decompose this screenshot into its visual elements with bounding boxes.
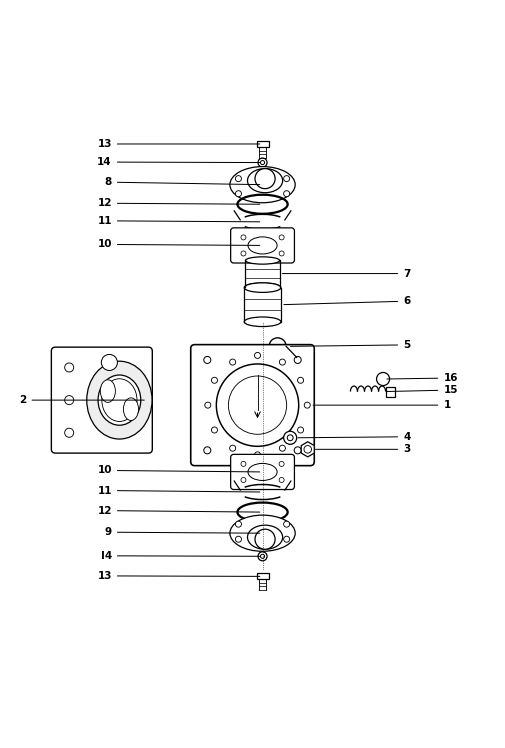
- Circle shape: [255, 529, 275, 549]
- Text: 6: 6: [284, 296, 411, 306]
- Circle shape: [284, 191, 290, 197]
- Circle shape: [235, 536, 241, 542]
- Ellipse shape: [100, 380, 116, 402]
- Circle shape: [294, 357, 301, 364]
- Circle shape: [212, 427, 218, 433]
- Circle shape: [216, 364, 298, 447]
- FancyBboxPatch shape: [52, 347, 153, 453]
- Circle shape: [241, 235, 246, 240]
- Ellipse shape: [248, 237, 277, 254]
- Circle shape: [304, 402, 310, 408]
- Circle shape: [258, 158, 267, 167]
- Text: 7: 7: [282, 269, 411, 278]
- Text: I4: I4: [100, 551, 260, 561]
- Circle shape: [284, 536, 290, 542]
- Circle shape: [65, 429, 74, 438]
- Text: 15: 15: [387, 385, 458, 395]
- Circle shape: [304, 446, 312, 453]
- Ellipse shape: [123, 398, 138, 420]
- Circle shape: [297, 427, 304, 433]
- Circle shape: [230, 359, 236, 365]
- Text: 1: 1: [313, 400, 450, 410]
- Circle shape: [279, 251, 284, 256]
- Ellipse shape: [245, 257, 280, 264]
- Circle shape: [241, 462, 246, 467]
- Circle shape: [241, 477, 246, 482]
- Text: 11: 11: [97, 485, 260, 495]
- Polygon shape: [301, 442, 314, 457]
- Circle shape: [377, 373, 389, 385]
- Circle shape: [284, 521, 290, 527]
- Circle shape: [279, 359, 285, 365]
- Circle shape: [258, 552, 267, 561]
- FancyBboxPatch shape: [191, 345, 314, 466]
- Text: 12: 12: [97, 198, 260, 208]
- Bar: [386, 387, 394, 396]
- Text: 13: 13: [97, 571, 260, 581]
- Text: 13: 13: [97, 139, 260, 149]
- Circle shape: [241, 251, 246, 256]
- Circle shape: [294, 447, 301, 454]
- Circle shape: [235, 191, 241, 197]
- Circle shape: [255, 452, 261, 458]
- Ellipse shape: [244, 283, 281, 292]
- Ellipse shape: [247, 525, 283, 549]
- Text: 5: 5: [290, 340, 411, 350]
- Ellipse shape: [87, 361, 152, 439]
- FancyBboxPatch shape: [231, 454, 294, 489]
- Circle shape: [205, 402, 211, 408]
- Circle shape: [255, 168, 275, 188]
- Circle shape: [255, 352, 261, 358]
- Text: 16: 16: [387, 373, 458, 383]
- Circle shape: [284, 432, 297, 444]
- Circle shape: [212, 377, 218, 383]
- Circle shape: [204, 357, 211, 364]
- Circle shape: [297, 377, 304, 383]
- Text: 3: 3: [316, 444, 411, 454]
- FancyBboxPatch shape: [231, 228, 294, 263]
- Circle shape: [235, 176, 241, 182]
- Circle shape: [235, 521, 241, 527]
- Circle shape: [65, 363, 74, 372]
- Ellipse shape: [245, 283, 280, 290]
- Text: 8: 8: [105, 177, 260, 187]
- Ellipse shape: [247, 168, 283, 193]
- Circle shape: [279, 462, 284, 467]
- Circle shape: [204, 447, 211, 454]
- Text: 12: 12: [97, 506, 260, 515]
- Circle shape: [261, 554, 265, 558]
- Text: 11: 11: [97, 216, 260, 226]
- Circle shape: [230, 445, 236, 451]
- Text: 4: 4: [298, 432, 411, 442]
- Ellipse shape: [248, 464, 277, 480]
- Circle shape: [287, 435, 293, 441]
- Circle shape: [279, 235, 284, 240]
- Text: 2: 2: [19, 395, 144, 405]
- Ellipse shape: [230, 515, 295, 551]
- Circle shape: [279, 445, 285, 451]
- Circle shape: [284, 176, 290, 182]
- Ellipse shape: [244, 317, 281, 327]
- Circle shape: [65, 396, 74, 405]
- Text: 9: 9: [105, 527, 260, 537]
- Text: 14: 14: [97, 157, 260, 167]
- Circle shape: [261, 161, 265, 165]
- Text: 10: 10: [97, 465, 260, 476]
- Ellipse shape: [230, 167, 295, 203]
- Bar: [257, 574, 269, 580]
- Circle shape: [102, 355, 117, 370]
- Text: 10: 10: [97, 239, 260, 249]
- Bar: [257, 141, 269, 147]
- Circle shape: [279, 477, 284, 482]
- Ellipse shape: [98, 375, 141, 425]
